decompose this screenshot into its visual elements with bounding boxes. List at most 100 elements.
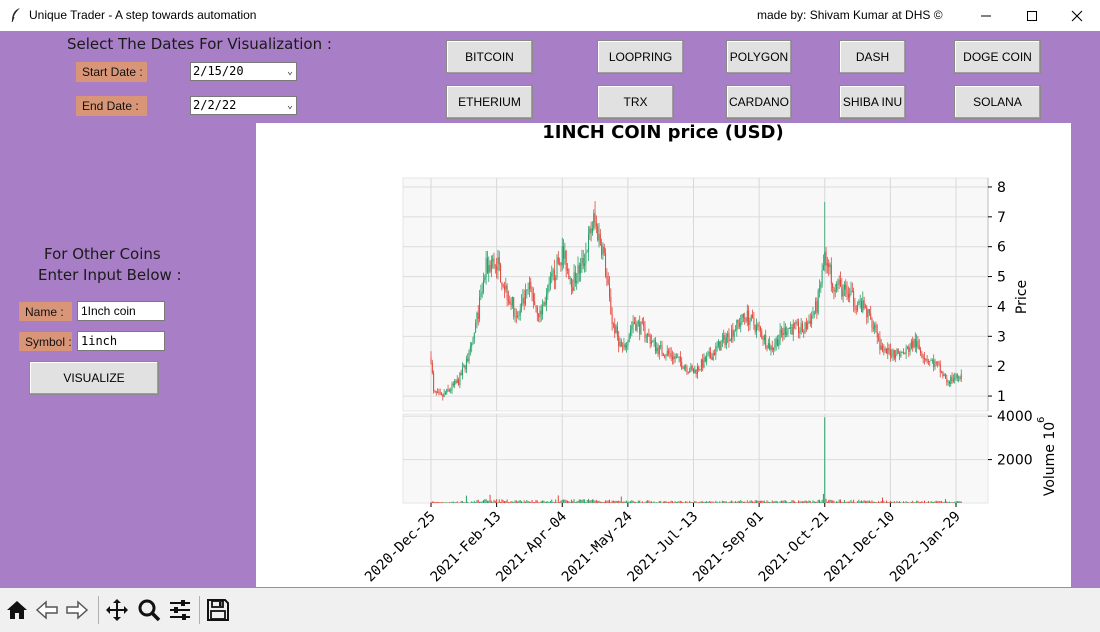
solana-button[interactable]: SOLANA [954,85,1041,119]
end-date-value: 2/2/22 [193,98,237,112]
trx-button[interactable]: TRX [597,85,674,119]
volume-bar [706,501,708,503]
volume-bar [635,501,637,503]
chevron-down-icon[interactable]: ⌄ [286,100,293,111]
candle-body [594,213,596,223]
volume-bar [473,500,475,503]
candle-body [556,257,558,278]
volume-bar [808,500,810,503]
volume-bar [920,501,922,503]
candle-body [887,348,889,354]
candle-body [493,258,495,268]
volume-bar [901,502,903,503]
volume-bar [640,502,642,503]
volume-bar [652,502,654,503]
price-axis-label: Price [1014,280,1030,314]
volume-bar [434,501,436,503]
candle-body [568,268,570,279]
chevron-down-icon[interactable]: ⌄ [286,66,293,77]
cardano-button[interactable]: CARDANO [726,85,792,119]
volume-bar [885,500,887,503]
bitcoin-button[interactable]: BITCOIN [446,40,533,74]
name-input[interactable]: 1Inch coin [77,301,165,321]
candle-body [800,323,802,332]
maximize-button[interactable] [1009,0,1055,31]
volume-panel [402,413,989,504]
candle-body [934,361,936,367]
loopring-button[interactable]: LOOPRING [597,40,684,74]
candle-body [941,371,943,373]
candle-body [612,324,614,326]
volume-bar [674,501,676,503]
volume-bar [700,501,702,503]
candle-body [496,266,498,271]
volume-bar [765,502,767,503]
candle-body [786,332,788,335]
volume-bar [447,502,449,503]
shiba-inu-button[interactable]: SHIBA INU [839,85,906,119]
candle-body [809,320,811,324]
volume-bar [501,499,503,503]
volume-bar [855,502,857,503]
volume-bar [687,502,689,504]
etherium-button[interactable]: ETHERIUM [446,85,533,119]
candle-body [704,357,706,362]
dash-button[interactable]: DASH [839,40,906,74]
close-button[interactable] [1054,0,1100,31]
volume-bar [433,501,435,503]
volume-bar [431,501,433,503]
candle-body [522,297,524,303]
chart-canvas[interactable]: 1INCH COIN price (USD) 1 2 3 4 5 6 7 8 2000 4000 Pr… [256,122,1071,587]
volume-bar [455,502,457,503]
volume-bar [870,501,872,503]
volume-bar [498,499,500,503]
volume-bar [590,500,592,503]
configure-button[interactable] [167,597,193,623]
volume-bar [567,500,568,503]
volume-bar [742,501,744,503]
candle-body [635,323,637,331]
forward-button[interactable] [64,597,90,623]
home-button[interactable] [4,597,30,623]
volume-bar [525,501,526,503]
volume-bar [454,502,456,503]
volume-bar [565,500,567,503]
doge-coin-button[interactable]: DOGE COIN [954,40,1041,74]
back-button[interactable] [34,597,60,623]
start-date-combobox[interactable]: 2/15/20 ⌄ [190,62,297,81]
volume-bar [791,500,793,503]
volume-bar [929,502,931,503]
volume-bar [787,502,789,503]
volume-bar [459,502,461,503]
candlestick-chart[interactable]: 1INCH COIN price (USD) 1 2 3 4 5 6 7 8 2000 4000 Pr… [256,122,1071,587]
save-button[interactable] [205,597,231,623]
zoom-button[interactable] [136,597,162,623]
visualize-button[interactable]: VISUALIZE [29,361,159,395]
volume-bar [813,501,815,503]
volume-bar [637,500,639,503]
volume-bar [942,502,944,503]
candle-body [685,366,687,368]
volume-bar [599,501,601,503]
symbol-input[interactable]: 1inch [77,331,165,351]
volume-bar [636,502,638,503]
volume-bar [631,500,633,503]
volume-bar [485,499,487,503]
volume-bar [917,500,919,503]
volume-bar [825,498,827,503]
candle-body [485,257,487,277]
volume-bar [728,502,730,503]
volume-bar [845,501,847,503]
save-icon [207,599,229,621]
candle-body [463,365,465,368]
volume-bar [664,501,666,503]
volume-bar [871,500,873,503]
polygon-button[interactable]: POLYGON [726,40,792,74]
end-date-combobox[interactable]: 2/2/22 ⌄ [190,96,297,115]
volume-bar [549,501,551,503]
minimize-button[interactable] [963,0,1009,31]
candle-body [627,341,629,346]
candle-body [811,315,813,324]
pan-button[interactable] [104,597,130,623]
volume-bar [880,501,882,503]
